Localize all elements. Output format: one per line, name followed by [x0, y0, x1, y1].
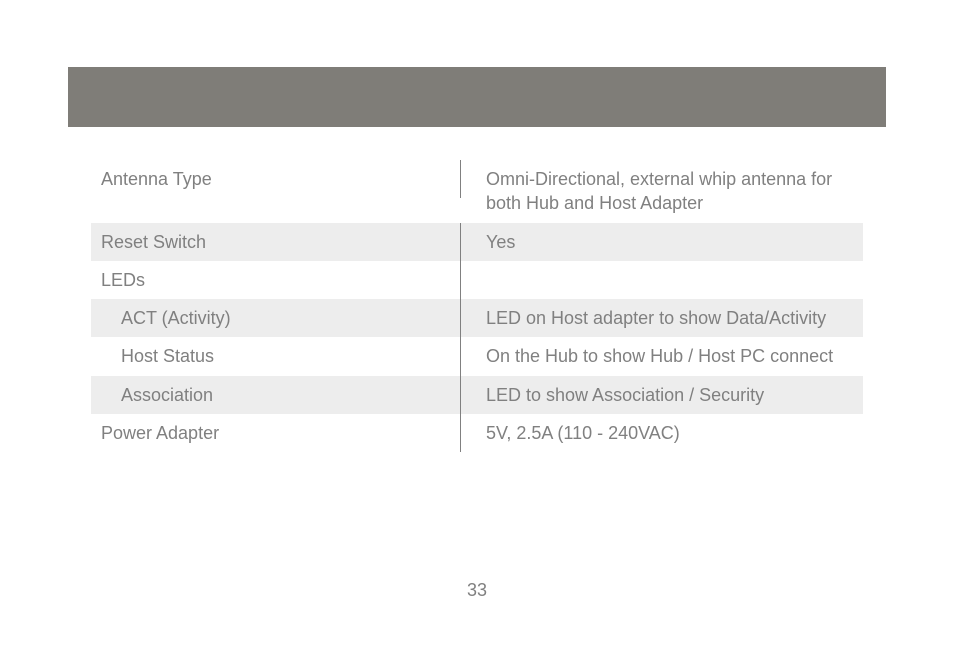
spec-label: Host Status [91, 337, 461, 375]
spec-label: ACT (Activity) [91, 299, 461, 337]
spec-label: Reset Switch [91, 223, 461, 261]
spec-value: Yes [461, 223, 863, 261]
table-row: Host Status On the Hub to show Hub / Hos… [91, 337, 863, 375]
spec-label: Association [91, 376, 461, 414]
table-row: Antenna Type Omni-Directional, external … [91, 160, 863, 223]
table-row: Association LED to show Association / Se… [91, 376, 863, 414]
spec-label: Antenna Type [91, 160, 461, 198]
table-row: Power Adapter 5V, 2.5A (110 - 240VAC) [91, 414, 863, 452]
spec-label: Power Adapter [91, 414, 461, 452]
spec-value: LED to show Association / Security [461, 376, 863, 414]
page-number: 33 [0, 580, 954, 601]
page: Antenna Type Omni-Directional, external … [0, 0, 954, 665]
spec-table: Antenna Type Omni-Directional, external … [91, 160, 863, 452]
spec-value: Omni-Directional, external whip antenna … [461, 160, 863, 223]
header-bar [68, 67, 886, 127]
table-row: ACT (Activity) LED on Host adapter to sh… [91, 299, 863, 337]
spec-value: 5V, 2.5A (110 - 240VAC) [461, 414, 863, 452]
table-row: LEDs [91, 261, 863, 299]
spec-value [461, 261, 863, 275]
spec-value: On the Hub to show Hub / Host PC connect [461, 337, 863, 375]
spec-label: LEDs [91, 261, 461, 299]
spec-value: LED on Host adapter to show Data/Activit… [461, 299, 863, 337]
table-row: Reset Switch Yes [91, 223, 863, 261]
